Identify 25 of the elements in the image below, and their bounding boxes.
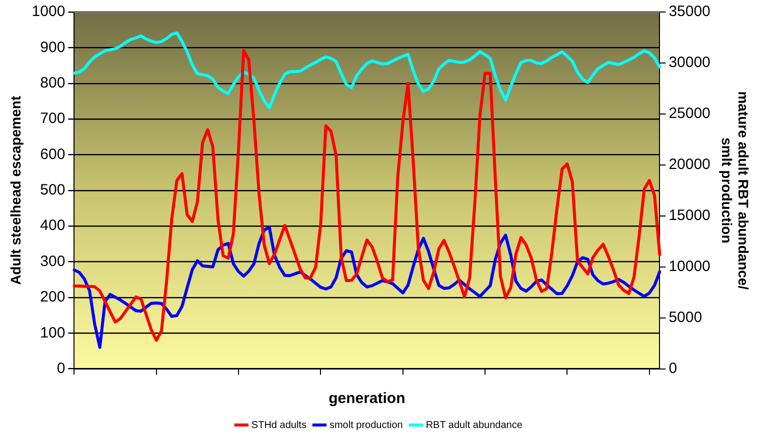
y-tick-label: 400 [40,217,66,234]
y-tick-label: 100 [40,324,66,342]
y-tick-label: 600 [40,146,66,163]
y-tick-label: 800 [40,74,66,92]
y-tick-label: 0 [56,360,66,377]
x-axis-title: generation [328,390,406,408]
y2-tick-label: 10000 [668,258,710,275]
y2-tick-label: 0 [668,360,678,377]
y-tick-label: 700 [40,110,66,128]
y-axis-title: Adult steelhead escapement [7,96,24,285]
y-tick-label: 1000 [32,3,66,20]
legend-label: RBT adult abundance [426,420,523,431]
y-tick-label: 300 [40,252,66,270]
y2-tick-label: 35000 [668,3,710,20]
y2-tick-label: 20000 [668,156,710,174]
y-tick-label: 900 [40,38,66,56]
legend-label: STHd adults [251,420,306,431]
y2-axis-title: mature adult RBT abundance/ smlt production [718,91,752,290]
y2-tick-label: 25000 [668,105,710,122]
y2-tick-label: 30000 [668,54,710,72]
y2-tick-label: 15000 [668,207,710,224]
y-tick-label: 200 [40,288,66,306]
y-tick-label: 500 [40,182,66,199]
y2-tick-label: 5000 [668,308,702,326]
legend-label: smolt production [329,420,403,431]
